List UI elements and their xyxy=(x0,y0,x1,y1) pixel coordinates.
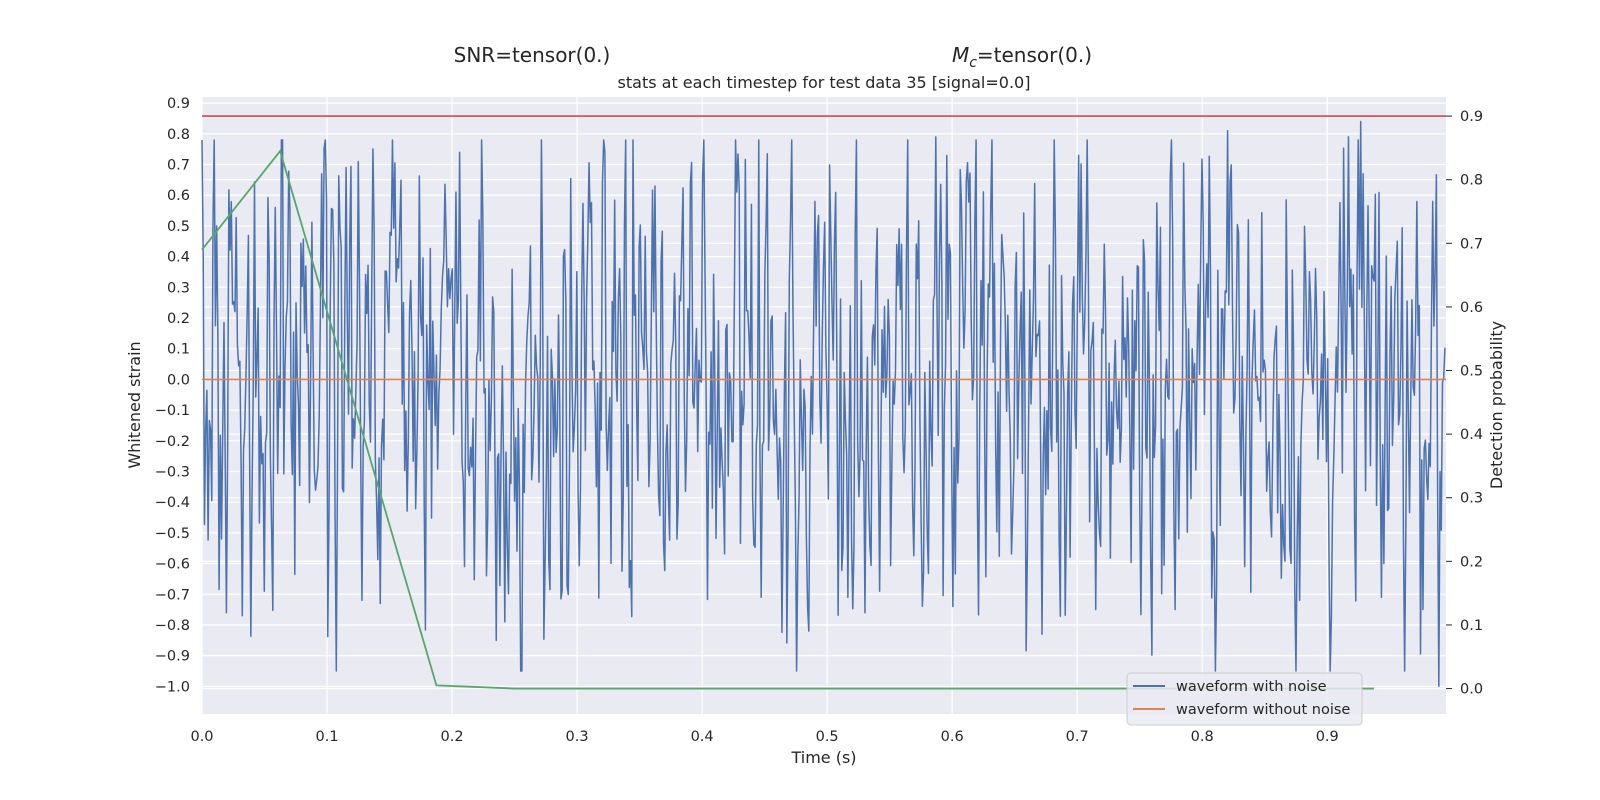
y-tick-label: −1.0 xyxy=(155,679,190,695)
y-tick-label: 0.3 xyxy=(167,280,190,296)
x-tick-label: 0.8 xyxy=(1191,729,1214,745)
y-tick-label: 0.9 xyxy=(167,96,190,112)
y-tick-labels: 0.9 0.8 0.7 0.6 0.5 0.4 0.3 0.2 0.1 0.0 −0.1 −0.2 −0… xyxy=(155,96,190,695)
legend-label-noise: waveform with noise xyxy=(1176,679,1327,695)
legend-label-clean: waveform without noise xyxy=(1176,702,1350,718)
x-tick-labels: 0.0 0.1 0.2 0.3 0.4 0.5 0.6 0.7 0.8 0.9 xyxy=(190,729,1338,745)
x-tick-label: 0.4 xyxy=(691,729,714,745)
mc-symbol: M xyxy=(952,43,969,67)
y2-tick-label: 0.8 xyxy=(1460,173,1483,189)
y-tick-label: −0.1 xyxy=(155,403,190,419)
y-axis-label: Whitened strain xyxy=(125,341,144,468)
x-axis-label: Time (s) xyxy=(790,748,856,767)
y-tick-label: −0.3 xyxy=(155,464,190,480)
y-tick-label: 0.5 xyxy=(167,219,190,235)
y-tick-label: −0.2 xyxy=(155,434,190,450)
mc-header: Mc=tensor(0.) xyxy=(952,43,1092,71)
y2-tick-label: 0.5 xyxy=(1460,364,1483,380)
y2-tick-label: 0.7 xyxy=(1460,236,1483,252)
y-tick-label: 0.2 xyxy=(167,311,190,327)
y2-tick-label: 0.9 xyxy=(1460,109,1483,125)
series-layer xyxy=(201,115,1446,690)
snr-header: SNR=tensor(0.) xyxy=(454,43,611,67)
y2-axis-label: Detection probability xyxy=(1487,321,1506,489)
x-tick-label: 0.0 xyxy=(190,729,213,745)
y-tick-label: 0.8 xyxy=(167,127,190,143)
y-tick-label: −0.9 xyxy=(155,649,190,665)
x-tick-label: 0.5 xyxy=(816,729,839,745)
chart-title: stats at each timestep for test data 35 … xyxy=(618,73,1031,92)
legend: waveform with noise waveform without noi… xyxy=(1126,672,1363,726)
y-tick-label: 0.4 xyxy=(167,250,190,266)
x-tick-label: 0.2 xyxy=(441,729,464,745)
x-tick-label: 0.9 xyxy=(1316,729,1339,745)
y-tick-label: 0.1 xyxy=(167,342,190,358)
series-waveform-with-noise xyxy=(201,120,1446,688)
y2-tick-label: 0.3 xyxy=(1460,491,1483,507)
y-tick-label: −0.5 xyxy=(155,526,190,542)
y-tick-label: 0.7 xyxy=(167,158,190,174)
y2-tick-label: 0.0 xyxy=(1460,682,1483,698)
y2-tick-label: 0.1 xyxy=(1460,618,1483,634)
x-tick-label: 0.3 xyxy=(566,729,589,745)
y-tick-label: −0.6 xyxy=(155,557,190,573)
legend-box xyxy=(1126,672,1363,726)
x-tick-label: 0.1 xyxy=(315,729,338,745)
y2-tick-labels: 0.9 0.8 0.7 0.6 0.5 0.4 0.3 0.2 0.1 0.0 xyxy=(1446,109,1483,698)
y-tick-label: −0.8 xyxy=(155,618,190,634)
y2-tick-label: 0.4 xyxy=(1460,427,1483,443)
y2-tick-label: 0.2 xyxy=(1460,554,1483,570)
x-tick-label: 0.6 xyxy=(941,729,964,745)
mc-value: =tensor(0.) xyxy=(977,43,1092,67)
y-tick-label: −0.7 xyxy=(155,587,190,603)
x-tick-label: 0.7 xyxy=(1066,729,1089,745)
y-tick-label: 0.6 xyxy=(167,188,190,204)
y2-tick-label: 0.6 xyxy=(1460,300,1483,316)
y-tick-label: −0.4 xyxy=(155,495,190,511)
y-tick-label: 0.0 xyxy=(167,372,190,388)
mc-subscript: c xyxy=(969,55,977,71)
